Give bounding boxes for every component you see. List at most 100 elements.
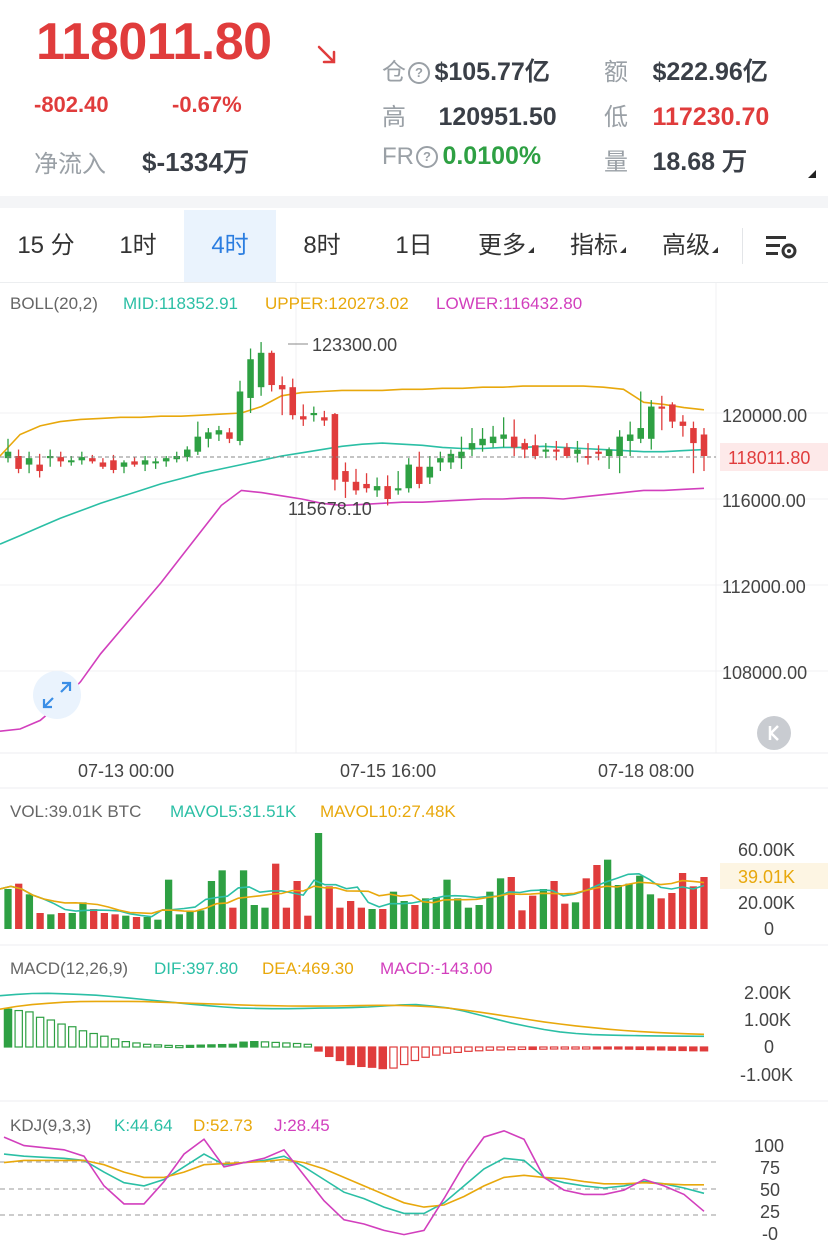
candle-body: [257, 352, 265, 388]
macd-bar: [346, 1046, 355, 1066]
candle-body: [57, 457, 64, 462]
y-tick: 120000.00: [722, 406, 807, 426]
candle-body: [226, 432, 233, 439]
candle-body: [300, 416, 307, 420]
macd-bar: [571, 1046, 580, 1050]
fullscreen-button[interactable]: [33, 671, 81, 719]
boll-lower-line: [0, 487, 705, 732]
macd-bar: [474, 1046, 484, 1052]
chart-settings-icon[interactable]: [764, 232, 798, 260]
min-annotation: 115678.10: [288, 499, 372, 519]
volume-bar: [550, 881, 558, 929]
expand-icon: [42, 681, 72, 709]
volume-bar: [304, 915, 312, 929]
interval-tabs: 15 分 1时 4时 8时 1日 更多 指标 高级: [0, 210, 828, 283]
dropdown-icon: [620, 247, 626, 253]
scroll-to-latest-button[interactable]: [757, 716, 791, 750]
volume-bar: [561, 903, 569, 929]
volume-bar: [357, 907, 365, 929]
macd-bar: [89, 1032, 98, 1048]
volume-bar: [411, 905, 419, 929]
macd-bar: [68, 1026, 77, 1048]
candle-body: [616, 436, 623, 456]
min-price-label: 115678.10: [288, 499, 372, 519]
funding-rate[interactable]: FR? 0.0100%: [382, 142, 541, 171]
macd-bar: [142, 1043, 152, 1048]
candle-body: [532, 445, 539, 456]
candle-body: [236, 391, 244, 441]
candle-body: [595, 451, 602, 454]
candle-body: [679, 421, 687, 426]
tab-15m[interactable]: 15 分: [17, 232, 75, 259]
candle-body: [510, 436, 518, 448]
x-tick: 07-13 00:00: [78, 761, 174, 781]
candle-body: [120, 462, 128, 467]
macd-bar: [442, 1046, 452, 1054]
macd-bar: [14, 1009, 23, 1048]
open-interest-value: $105.77亿: [434, 58, 550, 86]
tab-more[interactable]: 更多: [460, 210, 552, 282]
candle-body: [574, 449, 581, 454]
candle-body: [162, 458, 170, 462]
help-icon[interactable]: ?: [416, 146, 438, 168]
boll-upper-value: UPPER:120273.02: [265, 294, 409, 313]
volume-bar: [272, 863, 280, 929]
kdj-label: KDJ(9,3,3): [10, 1116, 91, 1135]
macd-bar: [78, 1030, 88, 1048]
volume-bar: [475, 905, 483, 929]
candle-body: [152, 461, 159, 464]
macd-bar: [250, 1040, 259, 1048]
macd-dif-value: DIF:397.80: [154, 959, 238, 978]
macd-bar: [689, 1046, 698, 1052]
macd-bar: [185, 1044, 195, 1048]
tab-4h[interactable]: 4时: [184, 210, 276, 282]
y-tick: 2.00K: [744, 983, 791, 1003]
candle-body: [173, 456, 180, 460]
volume-bar: [464, 907, 473, 929]
tab-1d[interactable]: 1日: [395, 232, 433, 259]
macd-bar: [421, 1046, 430, 1058]
candle-body: [542, 449, 550, 452]
candle-body: [25, 458, 33, 465]
turnover-value: $222.96亿: [652, 58, 768, 86]
candle-body: [36, 464, 43, 472]
macd-bar: [132, 1042, 141, 1048]
open-interest[interactable]: 仓? $105.77亿: [382, 52, 550, 88]
low-price: 低 117230.70: [604, 97, 769, 132]
kline-charts[interactable]: BOLL(20,2) MID:118352.91 UPPER:120273.02…: [0, 283, 828, 1243]
candle-body: [352, 481, 360, 491]
volume-bar: [36, 913, 44, 929]
macd-bar: [517, 1046, 527, 1051]
macd-bar: [678, 1046, 687, 1052]
help-icon[interactable]: ?: [408, 62, 430, 84]
volume-bar: [657, 898, 665, 929]
macd-bar: [378, 1046, 388, 1070]
tab-1h[interactable]: 1时: [119, 232, 157, 259]
expand-corner-icon[interactable]: [808, 170, 816, 178]
volume-bar: [582, 878, 590, 929]
volume-bar: [336, 907, 344, 929]
macd-bar: [603, 1046, 612, 1050]
tab-advanced[interactable]: 高级: [644, 210, 736, 282]
volume-bar: [15, 883, 23, 929]
macd-bar: [217, 1043, 227, 1048]
candle-body: [468, 443, 476, 450]
candle-body: [669, 404, 676, 422]
volume-bar: [593, 865, 601, 929]
candle-body: [289, 387, 296, 416]
y-tick: 60.00K: [738, 840, 795, 860]
tab-8h[interactable]: 8时: [303, 232, 341, 259]
tab-indicators[interactable]: 指标: [552, 210, 644, 282]
volume-bar: [603, 859, 612, 929]
volume-bar: [432, 897, 440, 929]
candle-body: [331, 414, 339, 480]
high-price: 高 120951.50: [382, 97, 557, 132]
boll-mid-value: MID:118352.91: [123, 294, 238, 313]
macd-bar: [432, 1046, 441, 1056]
candle-body: [605, 449, 613, 456]
y-tick: -0: [762, 1224, 778, 1243]
candle-body: [626, 434, 634, 441]
candle-body: [89, 458, 96, 462]
volume-value: 18.68 万: [652, 148, 747, 176]
macd-bar: [614, 1046, 623, 1050]
